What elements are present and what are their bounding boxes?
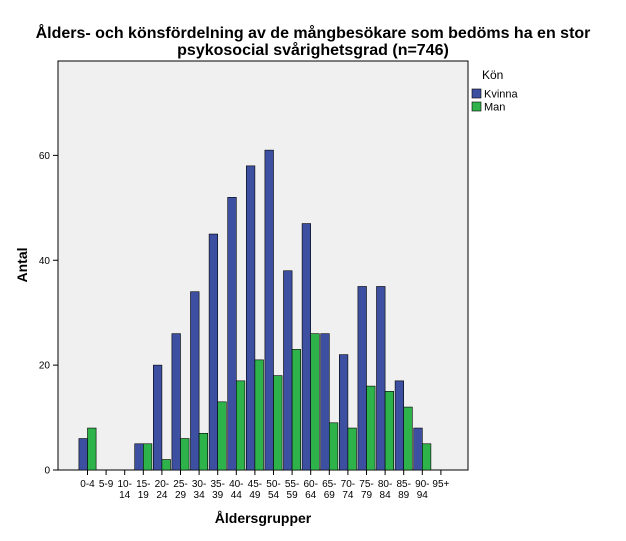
bar-kvinna-5 [171, 333, 181, 471]
bar-kvinna-6 [190, 291, 200, 471]
bar-kvinna-17 [394, 380, 405, 471]
x-tick-label: 69 [324, 490, 336, 501]
bar-man-9 [254, 359, 264, 471]
bar-man-8 [236, 380, 246, 471]
x-tick-label: 45- [248, 479, 262, 490]
x-tick-label: 29 [175, 490, 187, 501]
bar-kvinna-9 [246, 165, 256, 471]
bar-man-7 [217, 401, 227, 471]
x-tick-label: 10- [117, 479, 131, 490]
x-tick-label: 84 [380, 490, 392, 501]
x-tick-label: 39 [212, 490, 224, 501]
y-axis: 0 20 40 60 [39, 151, 58, 477]
x-tick-label: 55- [285, 479, 299, 490]
bar-kvinna-15 [357, 286, 367, 471]
bar-man-16 [384, 391, 395, 471]
x-tick-label: 64 [305, 490, 317, 501]
x-tick-label: 34 [194, 490, 206, 501]
x-axis-title: Åldersgrupper [215, 510, 312, 526]
bar-kvinna-3 [134, 443, 144, 471]
x-tick-label: 40- [229, 479, 243, 490]
y-tick-label: 20 [39, 361, 51, 372]
x-tick-label: 95+ [432, 479, 449, 490]
y-tick-label: 40 [39, 256, 51, 267]
x-tick-label: 90- [415, 479, 429, 490]
x-tick-label: 0-4 [80, 479, 95, 490]
bar-kvinna-4 [153, 364, 163, 471]
bar-man-14 [347, 427, 357, 471]
bar-man-11 [291, 349, 302, 471]
bar-man-18 [421, 443, 432, 471]
x-tick-label: 74 [342, 490, 354, 501]
bar-kvinna-13 [320, 333, 330, 471]
bar-kvinna-11 [283, 270, 293, 471]
x-tick-label: 25- [173, 479, 187, 490]
x-tick-label: 60- [303, 479, 317, 490]
legend-label-man: Man [484, 102, 505, 114]
x-tick-label: 30- [192, 479, 206, 490]
x-axis: 0-4 5-9 10-1415-1920-2425-2930-3435-3940-4… [80, 470, 450, 501]
bar-man-3 [143, 443, 153, 471]
x-tick-label: 24 [156, 490, 168, 501]
bars-group [78, 149, 432, 471]
bar-kvinna-7 [208, 233, 219, 471]
x-tick-label: 44 [231, 490, 243, 501]
bar-kvinna-10 [264, 149, 274, 471]
x-tick-label: 15- [136, 479, 150, 490]
x-tick-label: 65- [322, 479, 336, 490]
x-tick-label: 35- [210, 479, 224, 490]
x-tick-label: 5-9 [99, 479, 114, 490]
x-tick-label: 14 [119, 490, 131, 501]
x-tick-label: 75- [359, 479, 373, 490]
x-tick-label: 80- [378, 479, 392, 490]
y-tick-label: 60 [39, 151, 51, 162]
bar-kvinna-16 [376, 286, 386, 471]
x-tick-label: 50- [266, 479, 280, 490]
bar-man-13 [328, 422, 339, 471]
bar-kvinna-18 [413, 427, 423, 471]
bar-man-0 [87, 427, 97, 471]
x-tick-label: 79 [361, 490, 373, 501]
x-tick-label: 59 [287, 490, 299, 501]
chart-title-line: Ålders- och könsfördelning av de mångbes… [36, 23, 591, 42]
x-tick-label: 20- [155, 479, 169, 490]
y-axis-title: Antal [14, 248, 30, 283]
bar-man-6 [198, 432, 209, 471]
bar-man-15 [366, 385, 376, 471]
legend-swatch-kvinna [471, 88, 482, 99]
legend-title: Kön [482, 68, 503, 82]
bar-kvinna-14 [338, 354, 349, 471]
y-tick-label: 0 [44, 466, 50, 477]
x-tick-label: 70- [341, 479, 355, 490]
chart-title: Ålders- och könsfördelning av de mångbes… [36, 23, 591, 59]
legend-label-kvinna: Kvinna [484, 89, 519, 101]
x-tick-label: 85- [396, 479, 410, 490]
bar-man-10 [273, 375, 283, 471]
x-tick-label: 94 [417, 490, 429, 501]
x-tick-label: 89 [398, 490, 410, 501]
x-tick-label: 19 [138, 490, 150, 501]
bar-man-12 [310, 333, 320, 471]
chart-title-line: psykosocial svårighetsgrad (n=746) [177, 41, 449, 59]
x-tick-label: 49 [249, 490, 261, 501]
bar-kvinna-0 [78, 438, 88, 471]
legend-swatch-man [471, 101, 482, 112]
bar-man-4 [161, 459, 171, 471]
bar-kvinna-12 [301, 223, 312, 471]
x-tick-label: 54 [268, 490, 280, 501]
bar-kvinna-8 [227, 197, 237, 471]
bar-man-5 [180, 438, 190, 471]
bar-man-17 [403, 406, 413, 471]
